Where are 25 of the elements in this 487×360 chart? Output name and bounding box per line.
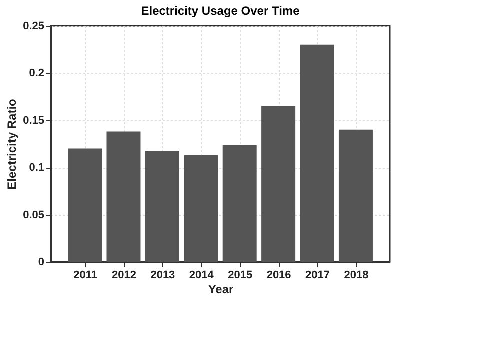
bar [106,132,141,262]
bar [338,130,373,262]
x-tick-label: 2016 [266,270,292,282]
y-tick-label: 0 [38,256,44,268]
x-tick-label: 2012 [112,270,136,282]
bar [300,44,334,262]
y-tick-label: 0.1 [29,162,44,174]
y-tick-label: 0.2 [29,68,44,80]
x-axis-title: Year [208,282,234,296]
y-tick-label: 0.25 [23,20,44,32]
bar [184,155,218,262]
x-tick-label: 2015 [228,270,253,282]
x-tick-label: 2011 [74,270,98,282]
bar [222,144,257,262]
y-tick-label: 0.15 [23,114,44,127]
x-tick-label: 2017 [306,270,330,282]
bar [68,148,102,262]
x-tick-label: 2013 [150,270,176,282]
chart-title: Electricity Usage Over Time [141,4,300,18]
x-tick-label: 2014 [189,270,215,282]
bar [262,106,296,262]
y-tick-label: 0.05 [23,209,44,222]
x-tick-label: 2018 [344,270,369,282]
bar [145,152,180,262]
y-axis-title: Electricity Ratio [5,99,20,190]
